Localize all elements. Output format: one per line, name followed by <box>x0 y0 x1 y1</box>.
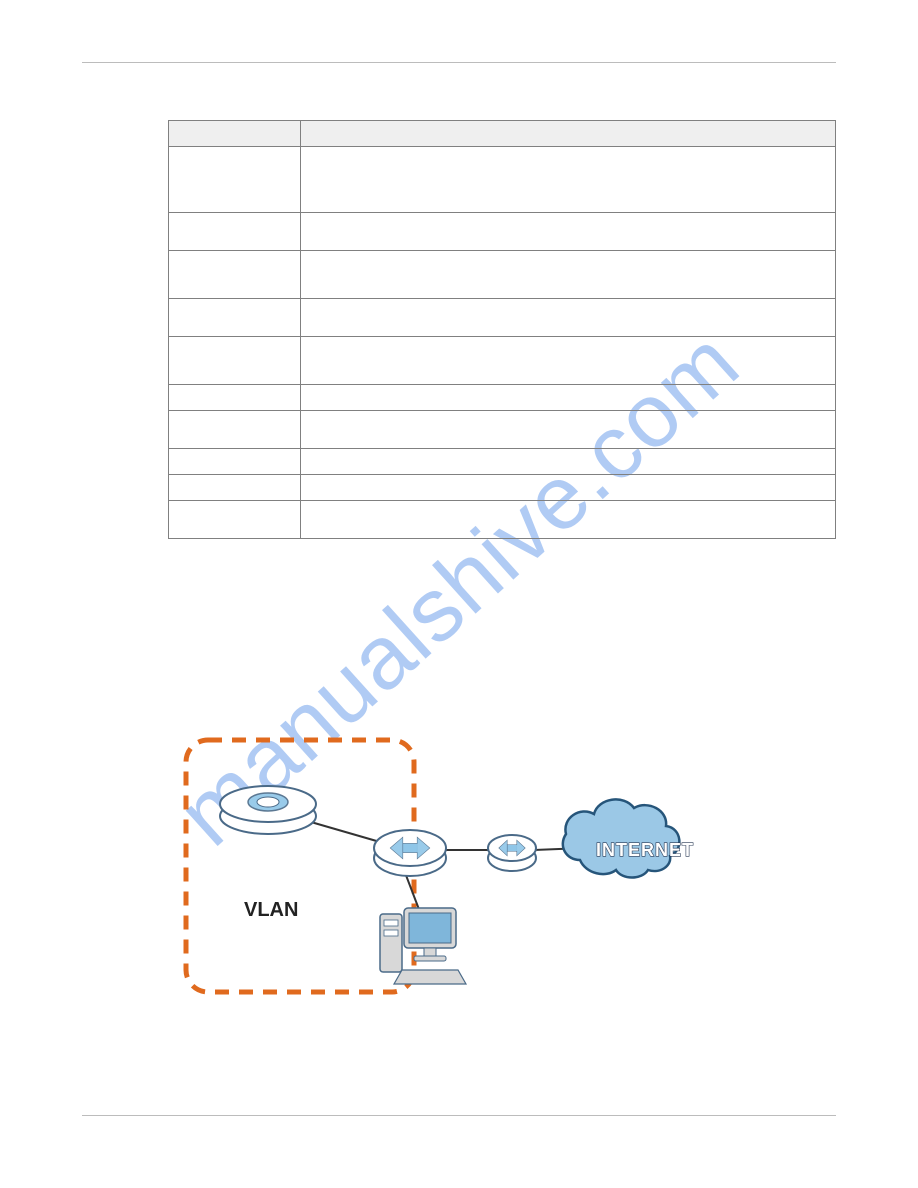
table-cell <box>301 475 836 501</box>
table-cell <box>301 385 836 411</box>
table-row <box>169 251 836 299</box>
top-rule <box>82 62 836 63</box>
internet-cloud-icon <box>563 799 680 877</box>
table-row <box>169 337 836 385</box>
table-cell <box>169 337 301 385</box>
table-cell <box>301 449 836 475</box>
table-cell <box>169 251 301 299</box>
table-cell <box>301 299 836 337</box>
table-row <box>169 501 836 539</box>
pc-icon <box>380 908 466 984</box>
switch-icon <box>374 830 446 876</box>
table-row <box>169 385 836 411</box>
internet-label: INTERNET <box>596 840 694 860</box>
router-icon <box>488 835 536 871</box>
vlan-label: VLAN <box>244 899 298 921</box>
table-cell <box>301 213 836 251</box>
table-header-2 <box>301 121 836 147</box>
network-diagram: VLAN INTERNET <box>186 740 756 1000</box>
table-row <box>169 147 836 213</box>
table-cell <box>301 411 836 449</box>
bottom-rule <box>82 1115 836 1116</box>
table-cell <box>169 299 301 337</box>
access-point-icon <box>220 786 316 834</box>
table-cell <box>301 337 836 385</box>
table-cell <box>169 475 301 501</box>
table-cell <box>169 411 301 449</box>
table-cell <box>169 213 301 251</box>
table-row <box>169 475 836 501</box>
table-cell <box>169 449 301 475</box>
table-row <box>169 449 836 475</box>
table-row <box>169 213 836 251</box>
table-cell <box>169 501 301 539</box>
table-row <box>169 299 836 337</box>
table-cell <box>301 501 836 539</box>
table-header-1 <box>169 121 301 147</box>
table-row <box>169 411 836 449</box>
table-cell <box>301 147 836 213</box>
parameter-table <box>168 120 836 539</box>
table-cell <box>169 385 301 411</box>
table-cell <box>301 251 836 299</box>
table-cell <box>169 147 301 213</box>
